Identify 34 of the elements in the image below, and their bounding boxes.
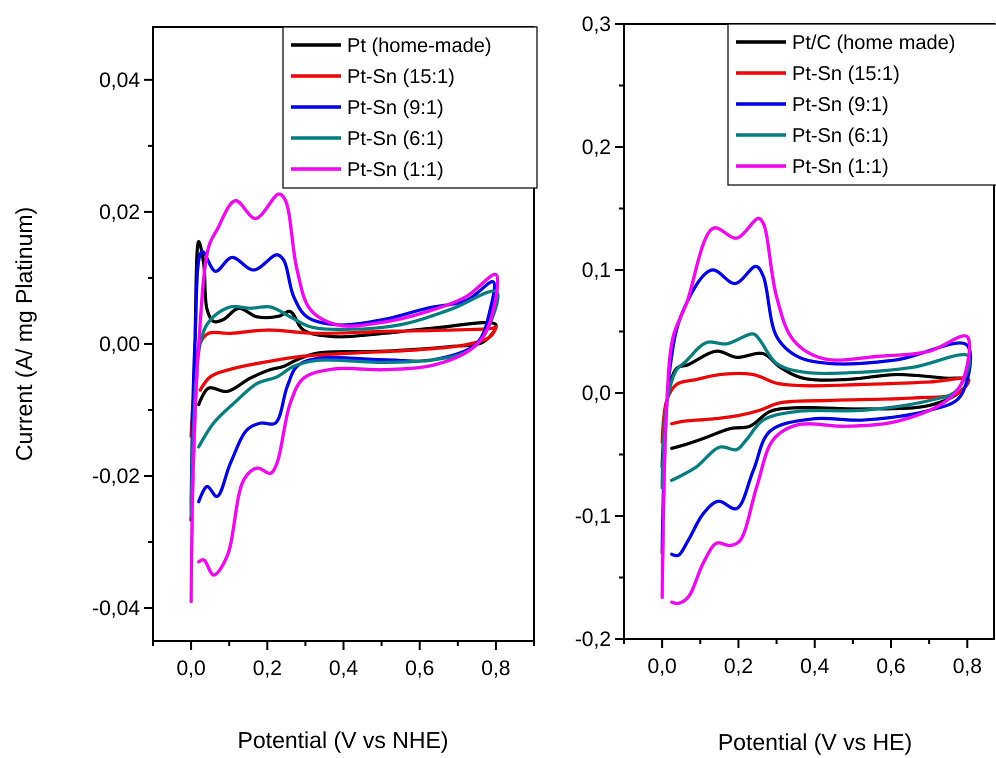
y-tick-label: 0,00 — [99, 332, 140, 356]
x-tick-label: 0,2 — [724, 655, 754, 678]
x-tick-label: 0,0 — [176, 657, 206, 680]
legend-label: Pt-Sn (6:1) — [347, 128, 444, 150]
x-tick-label: 0,6 — [405, 657, 434, 680]
x-tick-label: 0,4 — [328, 657, 358, 680]
y-tick-label: -0,2 — [574, 628, 611, 651]
y-tick-label: -0,04 — [92, 596, 140, 620]
legend-label: Pt-Sn (15:1) — [347, 66, 455, 88]
legend-label: Pt-Sn (6:1) — [792, 125, 889, 147]
y-tick-label: 0,02 — [99, 200, 140, 224]
legend-label: Pt-Sn (9:1) — [347, 97, 444, 119]
x-tick-label: 0,8 — [952, 655, 982, 678]
legend-label: Pt/C (home made) — [792, 32, 956, 54]
x-tick-label: 0,8 — [481, 657, 510, 680]
x-axis-title: Potential (V vs NHE) — [238, 727, 448, 753]
x-axis-title: Potential (V vs HE) — [718, 729, 912, 755]
x-tick-label: 0,6 — [876, 655, 906, 678]
y-tick-label: -0,1 — [574, 505, 611, 528]
y-tick-label: 0,0 — [582, 382, 611, 405]
y-axis-title: Current (A/ mg Platinum) — [11, 206, 37, 462]
y-tick-label: 0,3 — [582, 13, 611, 36]
x-tick-label: 0,0 — [648, 655, 677, 678]
legend-label: Pt-Sn (1:1) — [792, 156, 889, 178]
y-tick-label: 0,2 — [582, 136, 611, 159]
legend-label: Pt (home-made) — [347, 35, 492, 57]
x-tick-label: 0,2 — [252, 657, 282, 680]
legend-label: Pt-Sn (15:1) — [792, 63, 900, 85]
legend-label: Pt-Sn (9:1) — [792, 94, 889, 116]
y-tick-label: 0,04 — [99, 68, 140, 92]
y-tick-label: -0,02 — [92, 464, 140, 488]
x-tick-label: 0,4 — [800, 655, 830, 678]
y-tick-label: 0,1 — [582, 259, 611, 282]
legend-label: Pt-Sn (1:1) — [347, 159, 444, 181]
